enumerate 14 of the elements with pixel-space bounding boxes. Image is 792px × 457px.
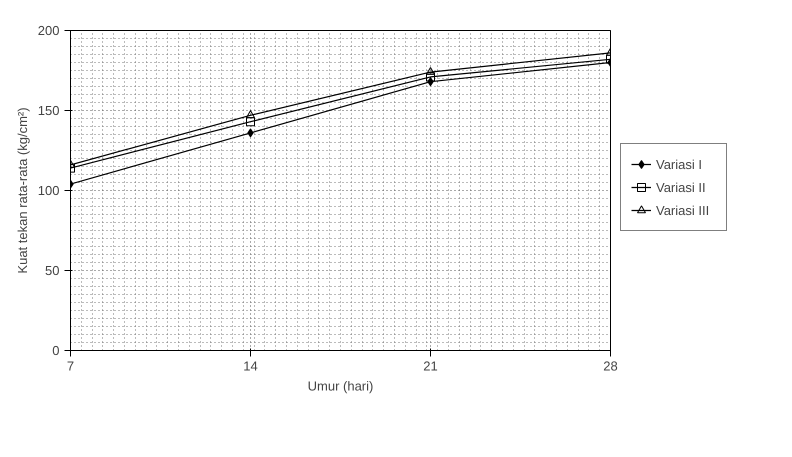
x-tick-label: 14 [243,358,258,374]
x-tick-label: 7 [66,358,74,374]
y-tick-label: 0 [52,343,60,358]
legend-label: Variasi III [656,202,710,218]
y-axis-title: Kuat tekan rata-rata (kg/cm²) [14,107,30,274]
legend-label: Variasi I [656,156,703,172]
legend-label: Variasi II [656,180,707,194]
x-axis-title: Umur (hari) [308,378,374,394]
y-tick-label: 100 [38,183,60,198]
x-tick-label: 28 [603,358,618,374]
y-tick-label: 200 [38,23,60,38]
y-tick-label: 50 [45,263,60,278]
y-tick-label: 150 [38,103,60,118]
x-tick-label: 21 [423,358,438,374]
